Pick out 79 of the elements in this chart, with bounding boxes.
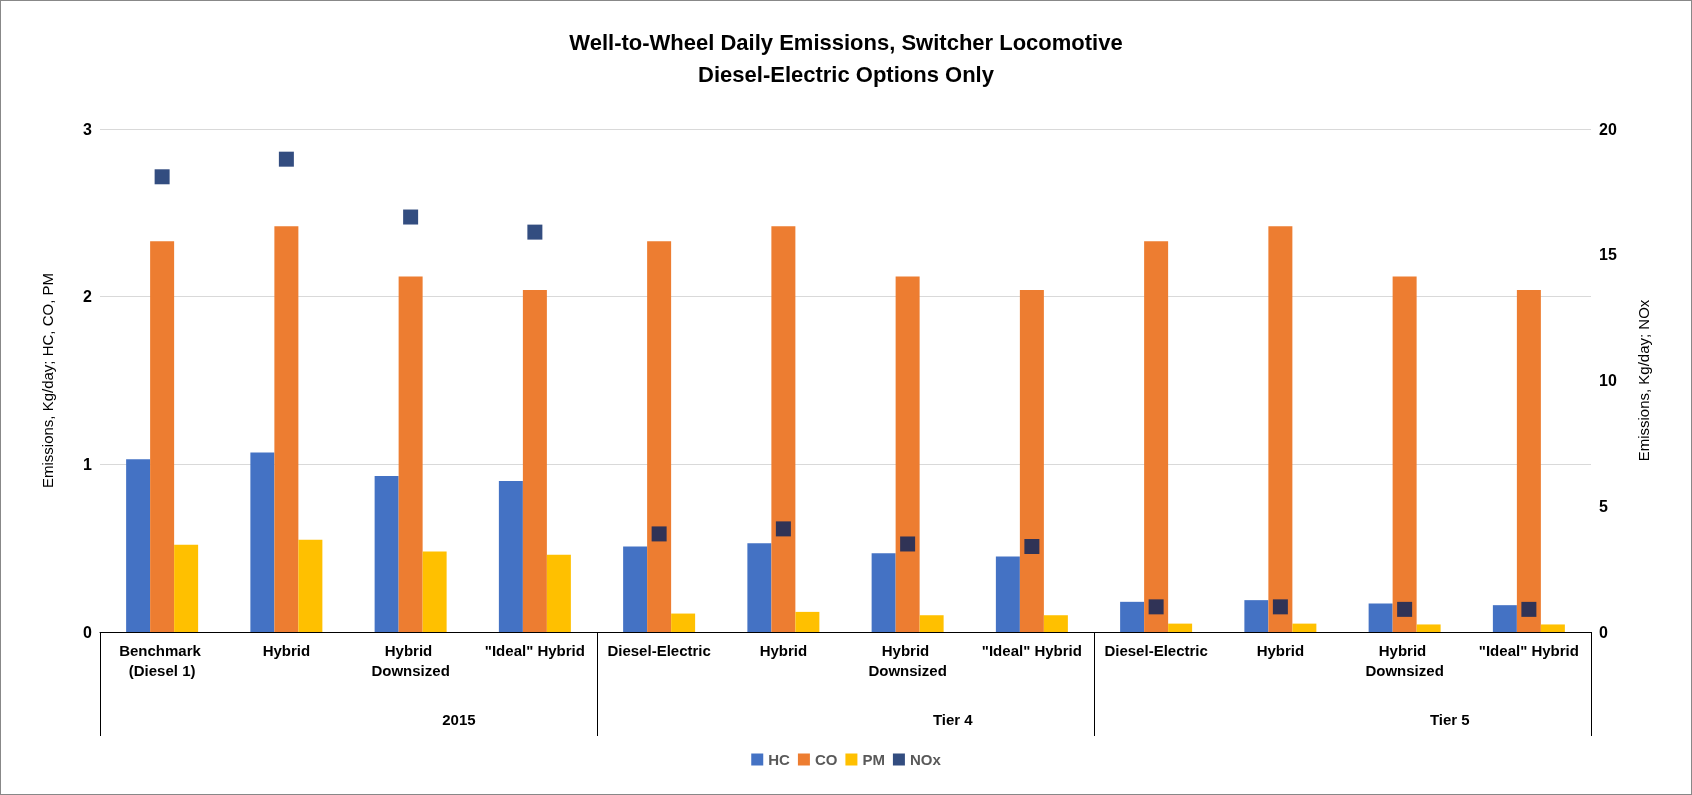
point xyxy=(1397,601,1413,617)
point xyxy=(403,209,419,225)
point xyxy=(1024,538,1040,554)
point xyxy=(1521,601,1537,617)
bar xyxy=(919,615,944,632)
point xyxy=(154,169,170,185)
x-tick-label: "Ideal" Hybrid xyxy=(1478,641,1579,659)
bar xyxy=(274,226,299,632)
bar xyxy=(671,613,696,632)
bar xyxy=(422,551,447,632)
x-tick-label: "Ideal" Hybrid xyxy=(981,641,1082,659)
y2-axis-title: Emissions, Kg/day; NOx xyxy=(1635,299,1652,462)
bar xyxy=(1043,615,1068,632)
y2-tick-label: 20 xyxy=(1599,120,1617,138)
bar xyxy=(1244,600,1269,632)
bar xyxy=(895,276,920,632)
x-tick-label: Hybrid xyxy=(262,641,311,659)
point xyxy=(278,151,294,167)
x-tick-label: "Ideal" Hybrid xyxy=(484,641,585,659)
bar xyxy=(250,452,275,632)
x-tick-label: Benchmark (Diesel 1) xyxy=(119,641,206,679)
y-axis-title: Emissions, Kg/day; HC, CO, PM xyxy=(39,272,56,489)
bar xyxy=(995,556,1020,632)
y2-tick-label: 15 xyxy=(1599,246,1617,264)
y2-tick-label: 0 xyxy=(1599,623,1608,641)
point xyxy=(1148,599,1164,615)
legend-label: NOx xyxy=(909,751,942,768)
y-tick-label: 1 xyxy=(83,455,93,473)
bar xyxy=(1168,623,1193,632)
y2-tick-label: 5 xyxy=(1599,497,1608,515)
bar xyxy=(771,226,796,632)
bar xyxy=(498,481,523,632)
bar xyxy=(1292,623,1317,632)
text: Tier 4 xyxy=(932,711,974,728)
bar xyxy=(795,611,820,632)
bar xyxy=(747,543,772,632)
bar xyxy=(1019,289,1044,632)
bar xyxy=(1492,605,1517,632)
text: Tier 5 xyxy=(1429,711,1470,728)
point xyxy=(1272,599,1288,615)
bar xyxy=(374,476,399,632)
bar xyxy=(1144,241,1169,632)
y-tick-label: 2 xyxy=(83,288,93,306)
x-tick-label: Diesel-Electric xyxy=(1104,641,1208,659)
bar xyxy=(623,546,648,632)
x-tick-label: Hybrid Downsized xyxy=(1365,641,1444,679)
bar xyxy=(1540,624,1565,632)
bar xyxy=(1416,624,1441,632)
bar xyxy=(647,241,672,632)
y-tick-label: 3 xyxy=(83,120,93,138)
bar xyxy=(126,459,151,632)
bar xyxy=(1516,289,1541,632)
legend-label: PM xyxy=(862,751,885,768)
point xyxy=(651,526,667,542)
bar xyxy=(1392,276,1417,632)
point xyxy=(527,224,543,240)
y-tick-label: 0 xyxy=(83,623,93,641)
bar xyxy=(298,539,323,632)
bar xyxy=(871,553,896,632)
bar xyxy=(522,289,547,632)
y2-tick-label: 10 xyxy=(1599,372,1617,389)
legend-label: CO xyxy=(814,751,838,768)
bar xyxy=(1268,226,1293,632)
text: 2015 xyxy=(442,711,476,728)
bar xyxy=(150,241,175,632)
x-tick-label: Hybrid Downsized xyxy=(371,641,450,679)
bar xyxy=(1368,603,1393,632)
chart-title: Well-to-Wheel Daily Emissions, Switcher Locomotive Diesel-Electric Options Only xyxy=(569,29,1123,87)
bar xyxy=(398,276,423,632)
bar xyxy=(1120,601,1145,632)
bar xyxy=(546,554,571,632)
legend-label: HC xyxy=(768,751,791,768)
point xyxy=(775,521,791,537)
bar xyxy=(174,544,199,632)
x-tick-label: Hybrid xyxy=(1256,641,1305,659)
x-tick-label: Hybrid xyxy=(759,641,808,659)
x-tick-label: Hybrid Downsized xyxy=(868,641,947,679)
x-tick-label: Diesel-Electric xyxy=(607,641,711,659)
point xyxy=(900,536,916,552)
